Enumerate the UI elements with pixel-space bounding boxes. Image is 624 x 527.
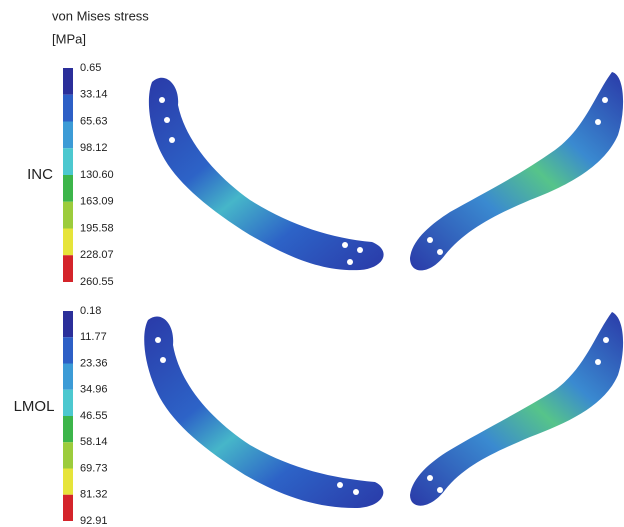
scale-label: 34.96 <box>80 384 108 396</box>
scale-label: 130.60 <box>80 169 114 181</box>
colorbar-segment <box>63 175 73 202</box>
scale-label: 228.07 <box>80 249 114 261</box>
colorbar-segment <box>63 229 73 256</box>
panel-label: INC <box>27 166 53 183</box>
legend-unit: [MPa] <box>52 31 86 46</box>
plate-model <box>410 312 623 506</box>
colorbar-segment <box>63 202 73 229</box>
panel: LMOL 0.18 11.77 23.36 34.96 46.55 58.14 69.73 81… <box>14 305 108 527</box>
scale-label: 260.55 <box>80 276 114 288</box>
colorbar-segment <box>63 148 73 175</box>
scale-label: 81.32 <box>80 489 108 501</box>
panel: INC 0.65 33.14 65.63 98.12 130.60 163.09 195.58… <box>27 62 114 288</box>
colorbar-segment <box>63 364 73 390</box>
scale-label: 195.58 <box>80 222 114 234</box>
colorbar-segment <box>63 95 73 122</box>
model-images <box>144 72 623 508</box>
scale-label: 33.14 <box>80 89 108 101</box>
colorbar-segment <box>63 122 73 149</box>
scale-label: 46.55 <box>80 410 108 422</box>
figure: von Mises stress [MPa] INC 0.65 33.14 65.63… <box>0 0 624 527</box>
scale-label: 163.09 <box>80 196 114 208</box>
colorbar-segment <box>63 416 73 442</box>
scale-label: 98.12 <box>80 142 108 154</box>
legend-title: von Mises stress <box>52 8 149 23</box>
plate-model <box>149 78 384 270</box>
colorbar-segment <box>63 442 73 468</box>
scale-label: 65.63 <box>80 115 108 127</box>
scale-label: 69.73 <box>80 462 108 474</box>
colorbar-segment <box>63 495 73 521</box>
scale-label: 92.91 <box>80 515 108 527</box>
panel-label: LMOL <box>14 398 55 415</box>
plate-model <box>144 316 383 508</box>
colorbar-segment <box>63 311 73 337</box>
colorbar-segment <box>63 469 73 495</box>
scale-label: 0.18 <box>80 305 101 317</box>
scale-label: 0.65 <box>80 62 101 74</box>
figure-canvas: von Mises stress [MPa] INC 0.65 33.14 65.63… <box>0 0 624 527</box>
colorbar-segment <box>63 390 73 416</box>
colorbar-segment <box>63 255 73 282</box>
colorbar-segment <box>63 68 73 95</box>
scale-label: 23.36 <box>80 357 108 369</box>
plate-model <box>410 72 623 270</box>
scale-label: 11.77 <box>80 331 107 343</box>
scale-label: 58.14 <box>80 436 108 448</box>
colorbar-segment <box>63 337 73 363</box>
